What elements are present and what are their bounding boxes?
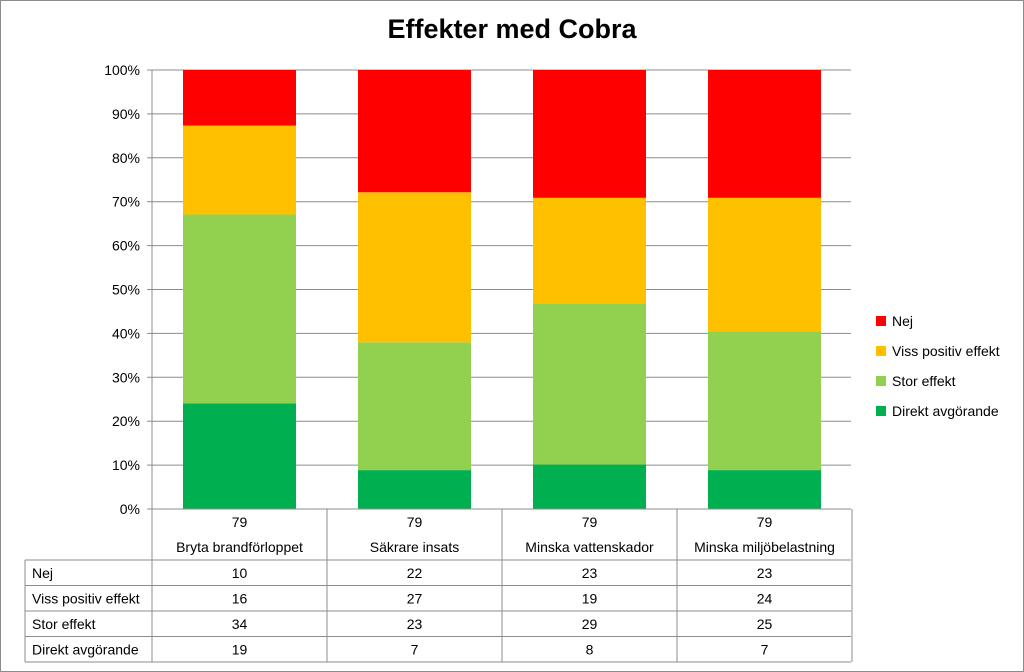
table-row-label: Direkt avgörande — [32, 642, 139, 658]
bar-segment — [708, 197, 821, 332]
legend-label-viss-positiv-effekt: Viss positiv effekt — [892, 343, 1000, 359]
y-tick-label: 30% — [112, 369, 140, 385]
table-cell: 7 — [761, 642, 769, 658]
y-tick-label: 90% — [112, 106, 140, 122]
bar-segment — [358, 192, 471, 343]
y-tick-label: 50% — [112, 282, 140, 298]
y-tick-label: 80% — [112, 150, 140, 166]
y-tick-label: 0% — [120, 501, 140, 517]
y-tick-label: 70% — [112, 194, 140, 210]
bar-segment — [708, 470, 821, 509]
y-tick-label: 60% — [112, 238, 140, 254]
legend-swatch-viss-positiv-effekt — [876, 346, 886, 356]
legend-label-stor-effekt: Stor effekt — [892, 373, 956, 389]
y-tick-label: 100% — [104, 62, 140, 78]
category-label: Minska vattenskador — [525, 539, 654, 555]
chart-legend: Nej Viss positiv effekt Stor effekt Dire… — [876, 306, 1000, 426]
legend-swatch-direkt-avgorande — [876, 406, 886, 416]
legend-item-viss-positiv-effekt: Viss positiv effekt — [876, 336, 1000, 366]
table-cell: 19 — [232, 642, 248, 658]
legend-item-direkt-avgorande: Direkt avgörande — [876, 396, 1000, 426]
legend-swatch-stor-effekt — [876, 376, 886, 386]
legend-swatch-nej — [876, 316, 886, 326]
bar-segment — [358, 70, 471, 193]
legend-item-stor-effekt: Stor effekt — [876, 366, 1000, 396]
bar-segment — [708, 331, 821, 471]
table-cell: 8 — [586, 642, 594, 658]
table-cell: 19 — [582, 591, 598, 607]
y-tick-label: 20% — [112, 413, 140, 429]
table-cell: 10 — [232, 565, 248, 581]
y-tick-label: 10% — [112, 457, 140, 473]
bar-segment — [533, 197, 646, 304]
table-cell: 29 — [582, 616, 598, 632]
table-cell: 23 — [407, 616, 423, 632]
y-tick-label: 40% — [112, 325, 140, 341]
legend-label-nej: Nej — [892, 313, 914, 329]
category-total-label: 79 — [757, 514, 773, 530]
legend-item-nej: Nej — [876, 306, 1000, 336]
category-total-label: 79 — [232, 514, 248, 530]
table-row-label: Nej — [32, 565, 53, 581]
table-row-label: Stor effekt — [32, 616, 96, 632]
bar-segment — [533, 464, 646, 509]
bar-segment — [183, 403, 296, 509]
bar-segment — [358, 470, 471, 509]
table-cell: 22 — [407, 565, 423, 581]
bar-segment — [183, 214, 296, 404]
table-cell: 34 — [232, 616, 248, 632]
bar-segment — [183, 125, 296, 215]
chart-title: Effekter med Cobra — [387, 14, 637, 44]
table-cell: 23 — [757, 565, 773, 581]
table-row-label: Viss positiv effekt — [32, 591, 140, 607]
category-label: Bryta brandförloppet — [176, 539, 303, 555]
category-label: Minska miljöbelastning — [694, 539, 835, 555]
table-cell: 25 — [757, 616, 773, 632]
bar-segment — [183, 70, 296, 126]
bar-segment — [358, 342, 471, 471]
bar-segment — [533, 303, 646, 465]
table-cell: 16 — [232, 591, 248, 607]
legend-label-direkt-avgorande: Direkt avgörande — [892, 403, 999, 419]
bar-segment — [708, 70, 821, 198]
category-label: Säkrare insats — [370, 539, 459, 555]
category-total-label: 79 — [407, 514, 423, 530]
table-cell: 24 — [757, 591, 773, 607]
table-cell: 7 — [411, 642, 419, 658]
category-total-label: 79 — [582, 514, 598, 530]
bar-segment — [533, 70, 646, 198]
table-cell: 27 — [407, 591, 423, 607]
table-cell: 23 — [582, 565, 598, 581]
